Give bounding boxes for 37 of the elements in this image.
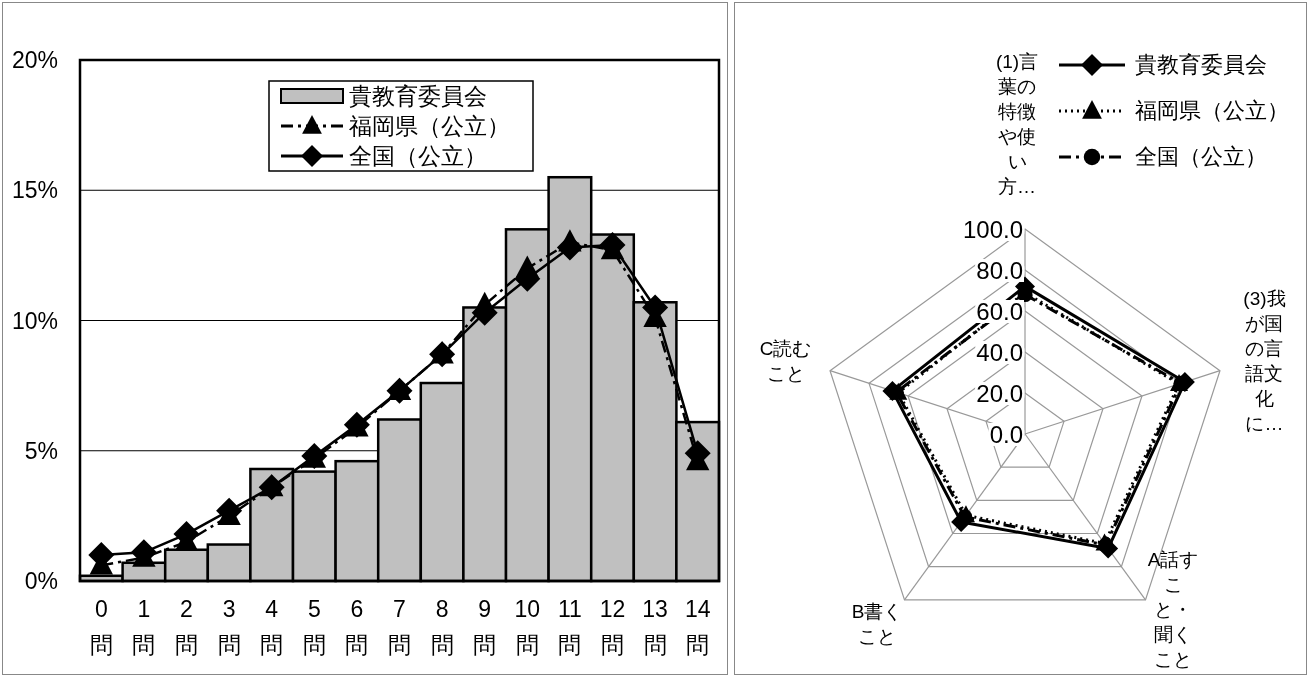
y-tick-label: 100.0 (962, 216, 1023, 243)
x-tick-label: 13問 (641, 595, 669, 660)
x-tick-label: 7問 (387, 595, 412, 660)
y-tick-label: 80.0 (976, 257, 1023, 284)
x-tick-label: 6問 (344, 595, 370, 660)
spoke-label: B書くこと (850, 600, 904, 650)
spoke-label: (1)言葉の特徴や使い方… (994, 50, 1040, 199)
spoke-label: C読むこと (758, 337, 813, 387)
y-tick-label: 0% (24, 568, 58, 594)
y-tick-label: 40.0 (976, 339, 1023, 366)
legend-label: 全国（公立） (349, 142, 487, 170)
x-tick-label: 10問 (513, 595, 542, 660)
y-tick-label: 20.0 (976, 380, 1023, 407)
x-tick-label: 1問 (131, 595, 157, 660)
x-tick-label: 12問 (598, 595, 627, 660)
y-tick-label: 5% (24, 437, 58, 464)
y-tick-label: 20% (11, 47, 58, 73)
x-tick-label: 0問 (88, 595, 114, 660)
x-tick-label: 8問 (429, 595, 455, 660)
y-tick-label: 10% (11, 307, 58, 334)
legend-label: 福岡県（公立） (1135, 97, 1289, 125)
legend-label: 貴教育委員会 (1135, 51, 1267, 79)
legend-label: 福岡県（公立） (349, 112, 510, 140)
x-tick-label: 9問 (472, 595, 498, 660)
x-tick-label: 3問 (216, 595, 242, 660)
y-tick-label: 0.0 (989, 421, 1023, 448)
x-tick-label: 4問 (259, 595, 285, 660)
spoke-label: (3)我が国の言語文化に… (1242, 287, 1287, 437)
spoke-label: A話すこと・聞くこと (1146, 548, 1200, 672)
y-tick-label: 60.0 (976, 298, 1023, 325)
x-tick-label: 5問 (301, 595, 327, 660)
y-tick-label: 15% (11, 177, 58, 204)
legend-label: 貴教育委員会 (349, 82, 487, 110)
x-tick-label: 2問 (174, 595, 199, 660)
x-tick-label: 14問 (683, 595, 712, 660)
x-tick-label: 11問 (556, 595, 583, 660)
legend-label: 全国（公立） (1135, 143, 1267, 171)
